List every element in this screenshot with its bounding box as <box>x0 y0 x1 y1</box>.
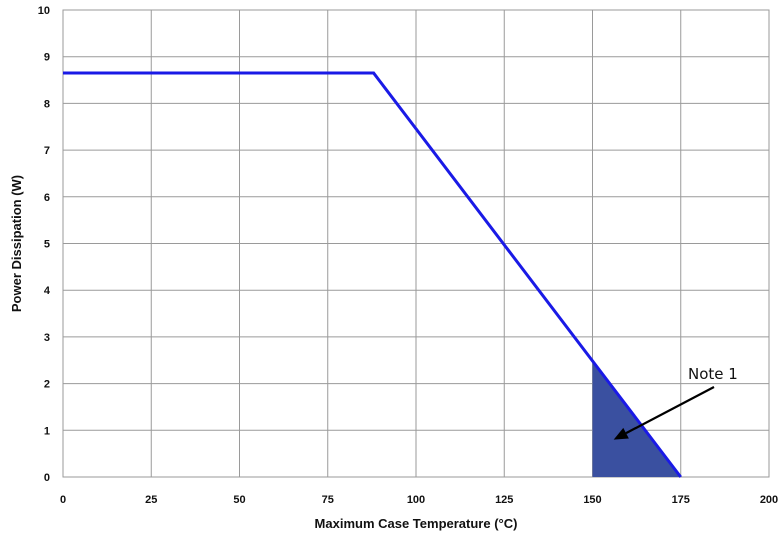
y-tick-label: 1 <box>44 425 50 437</box>
y-tick-label: 10 <box>38 5 50 17</box>
x-tick-label: 150 <box>583 494 601 506</box>
y-tick-label: 0 <box>44 472 50 484</box>
y-tick-label: 5 <box>44 239 50 251</box>
x-axis-label: Maximum Case Temperature (°C) <box>315 516 518 531</box>
y-tick-label: 8 <box>44 98 50 110</box>
series-line <box>63 71 682 478</box>
x-tick-label: 100 <box>407 494 425 506</box>
x-tick-label: 75 <box>322 494 334 506</box>
y-tick-label: 3 <box>44 332 50 344</box>
y-tick-label: 7 <box>44 145 50 157</box>
x-tick-label: 175 <box>672 494 690 506</box>
note-1-label: Note 1 <box>688 365 738 383</box>
plot-frame <box>62 9 770 478</box>
note-arrow <box>625 386 715 435</box>
y-tick-label: 4 <box>44 285 51 297</box>
x-tick-labels: 0 25 50 75 100 125 150 175 200 <box>60 494 778 506</box>
y-tick-labels: 0 1 2 3 4 5 6 7 8 9 10 <box>38 5 51 484</box>
y-tick-label: 6 <box>44 192 50 204</box>
grid <box>62 9 770 478</box>
y-tick-label: 2 <box>44 379 50 391</box>
x-tick-label: 125 <box>495 494 513 506</box>
x-tick-label: 50 <box>233 494 245 506</box>
note-arrow-head <box>613 427 629 440</box>
x-tick-label: 200 <box>760 494 778 506</box>
x-tick-label: 0 <box>60 494 66 506</box>
y-axis-label: Power Dissipation (W) <box>9 175 24 312</box>
y-tick-label: 9 <box>44 52 50 64</box>
x-tick-label: 25 <box>145 494 157 506</box>
